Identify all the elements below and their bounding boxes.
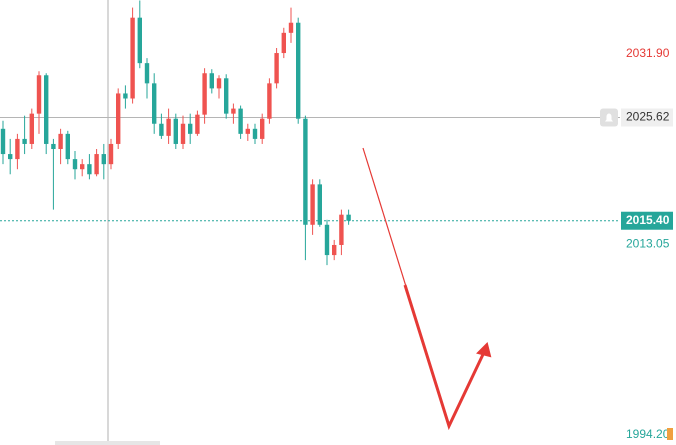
price-tag [621, 211, 673, 230]
candle-body [216, 78, 222, 89]
candle-body [346, 214, 351, 221]
candle-body [332, 244, 337, 256]
price-tag [621, 108, 673, 127]
candle-body [260, 118, 265, 139]
candle-body [51, 143, 56, 150]
candle-body [166, 118, 171, 136]
candle-body [288, 22, 294, 33]
candle-body [173, 118, 178, 144]
price-label: 2015.40 [626, 213, 670, 227]
price-label: 2025.62 [626, 110, 670, 124]
candle-body [22, 138, 27, 144]
candle-body [8, 154, 13, 160]
candle-body [159, 123, 164, 136]
candle-body [274, 53, 279, 84]
candle-body [231, 108, 236, 114]
candle-body [29, 113, 34, 144]
candle-body [108, 143, 114, 165]
candle-body [137, 17, 142, 64]
candle-body [195, 114, 200, 134]
candle-body [130, 17, 135, 99]
candle-body [324, 224, 330, 256]
drawn-arrow [362, 147, 492, 431]
candle-body [65, 133, 70, 160]
candle-body [72, 159, 78, 170]
candle-body [58, 133, 63, 150]
candle-body [36, 75, 42, 114]
candle-body [202, 73, 207, 115]
bell-icon [605, 113, 613, 122]
candle-body [238, 108, 243, 134]
candle-body [116, 93, 121, 144]
candle-body [123, 93, 128, 99]
candle-body [15, 138, 20, 160]
candle-body [152, 83, 157, 124]
candle-body [188, 123, 193, 134]
candle-body [310, 184, 315, 225]
candle-body [267, 83, 272, 119]
candle-body [281, 32, 286, 54]
candle-body [209, 73, 214, 89]
candle-body [94, 154, 99, 175]
price-label: 1994.20 [626, 427, 670, 441]
candle-body [296, 22, 301, 119]
candle-body [101, 154, 106, 165]
candle-body [87, 164, 92, 175]
candle-body [0, 128, 6, 155]
candle-body [252, 128, 258, 139]
candle-body [144, 63, 150, 84]
candle-body [339, 214, 344, 245]
candle-body [44, 75, 49, 144]
candle-body [317, 184, 322, 225]
candle-body [80, 164, 85, 170]
candle-body [224, 78, 229, 114]
candle-body [303, 118, 308, 225]
price-label: 2031.90 [626, 46, 670, 60]
candle-body [245, 128, 250, 134]
edge-icon [667, 428, 673, 440]
price-label: 2013.05 [626, 237, 670, 251]
scroll-bar [55, 441, 160, 445]
candle-body [180, 123, 186, 144]
